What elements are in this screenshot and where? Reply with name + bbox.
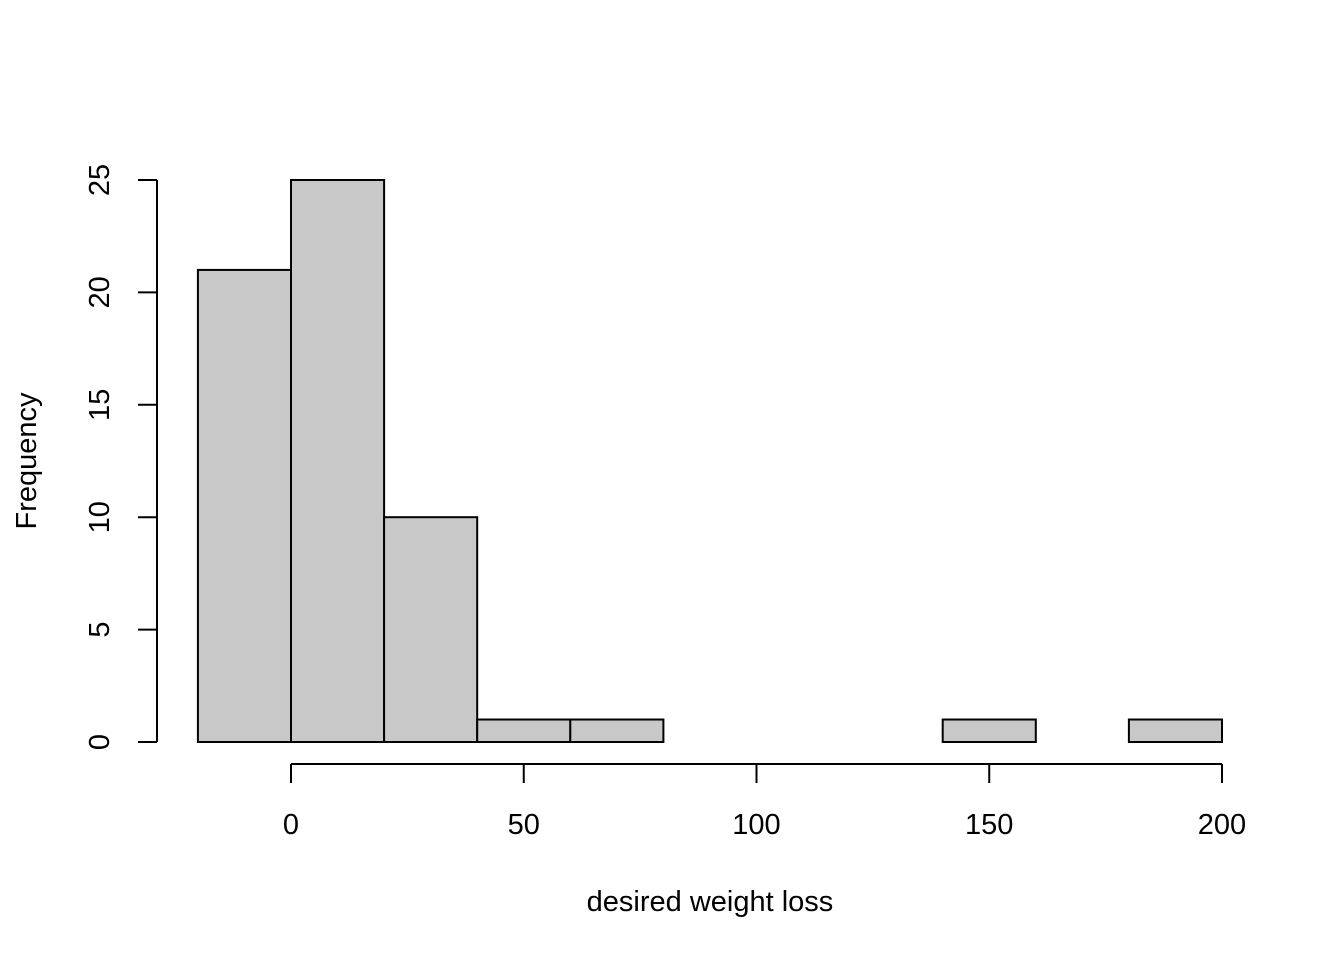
x-tick-label-4: 200	[1198, 809, 1246, 841]
x-axis-label: desired weight loss	[587, 886, 834, 918]
y-tick-label-0: 0	[84, 734, 116, 750]
y-tick-label-2: 10	[84, 501, 116, 533]
y-tick-label-3: 15	[84, 389, 116, 421]
x-tick-label-0: 0	[283, 809, 299, 841]
histogram-bar-1	[290, 179, 386, 743]
x-axis: 0 50 100 150 200	[283, 763, 1246, 841]
x-tick-label-2: 100	[732, 809, 780, 841]
histogram-bar-8	[941, 718, 1037, 744]
x-tick-label-3: 150	[965, 809, 1013, 841]
histogram-bar-3	[476, 718, 572, 744]
x-tick-label-1: 50	[508, 809, 540, 841]
y-tick-label-1: 5	[84, 622, 116, 638]
histogram-bar-0	[196, 268, 292, 743]
histogram-bar-2	[383, 516, 479, 744]
y-tick-label-5: 25	[84, 164, 116, 196]
histogram-bar-10	[1127, 718, 1224, 744]
y-axis: 0 5 10 15 20 25	[84, 164, 158, 750]
histogram-bars	[196, 179, 1224, 744]
y-axis-label: Frequency	[11, 392, 43, 530]
y-tick-label-4: 20	[84, 276, 116, 308]
histogram-bar-4	[569, 718, 665, 744]
